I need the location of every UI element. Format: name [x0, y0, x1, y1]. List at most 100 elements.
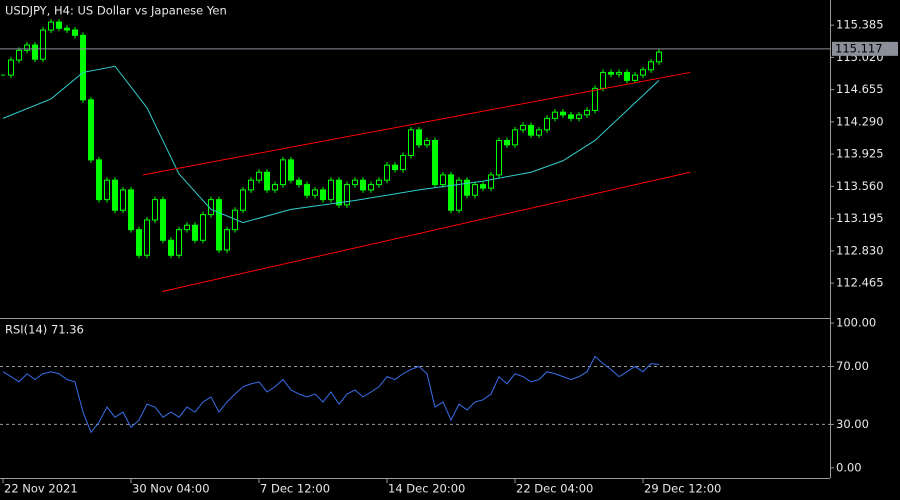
candle: [552, 111, 558, 119]
chart-title: USDJPY, H4: US Dollar vs Japanese Yen: [5, 4, 227, 18]
y-tick-label: 112.465: [836, 276, 884, 290]
candle: [472, 184, 478, 196]
candle: [480, 184, 486, 189]
x-tick-label: 29 Dec 12:00: [644, 482, 721, 496]
x-tick-label: 14 Dec 20:00: [388, 482, 465, 496]
candle: [368, 184, 374, 191]
candle: [120, 189, 126, 211]
candle: [112, 179, 118, 211]
candle: [264, 171, 270, 191]
y-tick-label: 114.655: [836, 82, 884, 96]
candle: [528, 124, 534, 136]
candle: [72, 29, 78, 36]
candle: [432, 139, 438, 186]
current-price-label: 115.117: [835, 41, 883, 55]
candle: [520, 124, 526, 131]
x-tick-label: 30 Nov 04:00: [132, 482, 210, 496]
y-tick-label: 70.00: [836, 359, 869, 373]
y-tick-label: 115.385: [836, 18, 884, 32]
candle: [512, 129, 518, 146]
candle: [104, 179, 110, 201]
y-tick-label: 112.830: [836, 243, 884, 257]
candle: [448, 174, 454, 211]
candle: [640, 69, 646, 76]
y-tick-label: 113.925: [836, 147, 884, 161]
candle: [272, 184, 278, 191]
candle: [576, 114, 582, 119]
y-tick-label: 113.560: [836, 179, 884, 193]
candle: [200, 214, 206, 241]
candle: [56, 21, 62, 29]
candle: [648, 61, 654, 71]
candle: [176, 229, 182, 256]
candle: [16, 49, 22, 61]
candle: [408, 129, 414, 156]
candle: [376, 179, 382, 186]
candle: [632, 74, 638, 81]
y-tick-label: 30.00: [836, 417, 869, 431]
x-tick-label: 22 Nov 2021: [4, 482, 78, 496]
candle: [288, 159, 294, 181]
candle: [88, 99, 94, 161]
candle: [216, 199, 222, 251]
candle: [456, 179, 462, 211]
candle: [656, 51, 662, 63]
candle: [144, 219, 150, 256]
trendline: [162, 171, 691, 292]
candle: [608, 71, 614, 75]
candle: [424, 139, 430, 146]
current-price-box: [832, 41, 898, 56]
candle: [240, 189, 246, 211]
candle: [80, 34, 86, 101]
y-tick-label: 113.195: [836, 211, 884, 225]
candle: [496, 139, 502, 176]
y-tick-label: 100.00: [836, 316, 876, 330]
candle: [248, 179, 254, 191]
candle: [544, 117, 550, 131]
y-tick-label: 0.00: [836, 460, 862, 474]
candle: [336, 179, 342, 206]
rsi-line: [2, 355, 660, 434]
candle: [488, 174, 494, 189]
candle: [560, 111, 566, 116]
candle: [256, 171, 262, 181]
candle: [296, 179, 302, 186]
candle: [40, 29, 46, 60]
candle: [312, 189, 318, 196]
candle: [160, 199, 166, 241]
candle: [344, 184, 350, 206]
candle: [624, 71, 630, 81]
candle: [328, 179, 334, 201]
candle: [224, 229, 230, 251]
candle: [128, 189, 134, 231]
candle: [384, 164, 390, 181]
candle: [168, 239, 174, 256]
indicator-title: RSI(14) 71.36: [5, 323, 84, 337]
candle: [600, 71, 606, 89]
candle: [64, 27, 70, 31]
candle: [320, 189, 326, 201]
candle: [592, 87, 598, 111]
candle: [192, 224, 198, 241]
candle: [32, 44, 38, 60]
x-tick-label: 7 Dec 12:00: [260, 482, 330, 496]
y-tick-label: 114.290: [836, 114, 884, 128]
candle: [536, 129, 542, 136]
candle: [24, 44, 30, 51]
candle: [416, 129, 422, 146]
x-tick-label: 22 Dec 04:00: [516, 482, 593, 496]
candle: [584, 109, 590, 116]
candle: [8, 59, 14, 76]
candle: [616, 71, 622, 75]
trendline: [142, 71, 691, 176]
candle: [280, 159, 286, 186]
candle: [152, 199, 158, 221]
candle: [184, 224, 190, 231]
candle: [392, 164, 398, 171]
candle: [400, 154, 406, 171]
candle: [440, 174, 446, 186]
candle: [304, 184, 310, 196]
candle: [352, 179, 358, 186]
